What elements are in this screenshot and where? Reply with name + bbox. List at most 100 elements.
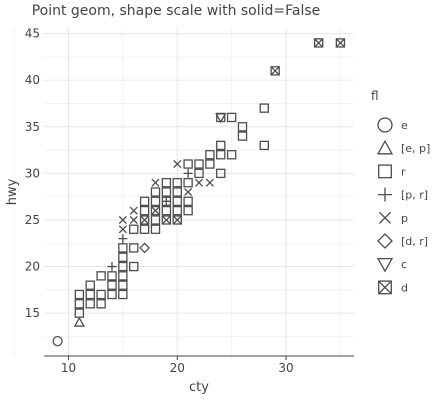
x-tick-label: 30 <box>278 361 293 375</box>
legend-label: [p, r] <box>401 189 428 202</box>
point-square-cross <box>270 66 280 76</box>
point-square <box>139 224 150 234</box>
x-tick-label: 20 <box>170 361 185 375</box>
point-square <box>226 112 237 123</box>
legend-item: p <box>378 211 408 225</box>
axes: 10 20 30 15 20 25 30 35 40 45 <box>25 27 354 375</box>
point-cross <box>151 206 160 215</box>
legend-symbol-plus <box>378 187 392 202</box>
y-tick-label: 40 <box>25 73 40 87</box>
point-cross <box>118 225 127 234</box>
point-triangle-up <box>73 316 85 327</box>
point-square <box>118 252 128 262</box>
legend: fl e [e, p] r [p, r] p [d, r] cd <box>371 89 430 294</box>
point-cross <box>173 159 182 169</box>
point-plus <box>161 196 171 206</box>
point-cross <box>194 178 204 187</box>
x-axis-title: cty <box>189 380 209 395</box>
point-cross <box>140 215 149 225</box>
point-cross <box>129 206 138 215</box>
legend-label: p <box>401 212 408 225</box>
point-square <box>85 280 95 290</box>
legend-symbol-cross <box>378 211 392 224</box>
legend-item: e <box>377 117 408 133</box>
legend-label: e <box>401 119 408 132</box>
point-square <box>150 196 161 207</box>
point-square <box>118 261 128 272</box>
point-square <box>259 140 269 151</box>
point-square <box>139 196 150 207</box>
point-square <box>216 140 226 151</box>
legend-item: [d, r] <box>377 233 428 249</box>
y-tick-label: 30 <box>25 166 40 180</box>
point-square <box>129 224 139 234</box>
point-square <box>172 205 182 216</box>
point-cross <box>205 178 214 187</box>
point-square <box>129 261 139 272</box>
point-square <box>96 289 106 300</box>
point-square <box>183 205 193 216</box>
point-cross <box>162 215 171 225</box>
y-tick-label: 15 <box>25 306 40 320</box>
point-square <box>150 187 161 197</box>
point-square <box>205 159 215 169</box>
point-square <box>161 177 172 188</box>
point-square <box>85 289 95 300</box>
point-square <box>150 224 161 234</box>
point-square <box>118 289 128 300</box>
legend-symbol-triangle-down <box>376 257 394 273</box>
x-tick-label: 10 <box>61 361 76 375</box>
point-square <box>237 122 248 132</box>
legend-symbol-triangle-up <box>376 139 394 155</box>
grid-lines <box>13 28 354 356</box>
point-plus <box>183 168 193 178</box>
point-square <box>259 103 269 113</box>
point-cross <box>118 215 127 225</box>
point-plus <box>118 234 128 244</box>
data-points <box>52 38 346 347</box>
point-square <box>74 299 85 309</box>
point-cross <box>184 187 193 197</box>
point-square <box>226 150 237 160</box>
point-square <box>139 205 150 216</box>
point-square <box>194 168 204 179</box>
point-square <box>118 271 128 281</box>
legend-item: [e, p] <box>376 139 430 155</box>
point-square <box>216 168 226 179</box>
point-square <box>172 177 182 188</box>
point-cross <box>151 178 160 187</box>
point-square <box>150 205 161 216</box>
legend-title: fl <box>371 89 379 103</box>
legend-symbol-square <box>378 164 392 179</box>
point-diamond <box>139 242 151 254</box>
point-square <box>216 150 226 160</box>
point-square <box>183 177 193 188</box>
point-square <box>172 187 182 197</box>
point-square <box>161 215 172 225</box>
point-square <box>129 243 139 253</box>
point-triangle-down <box>215 113 227 124</box>
legend-label: d <box>401 281 408 294</box>
legend-label: c <box>401 258 407 271</box>
point-cross <box>129 215 138 225</box>
point-square <box>96 299 106 309</box>
legend-symbol-diamond <box>377 233 393 249</box>
point-square <box>161 205 172 216</box>
legend-item: d <box>378 280 408 295</box>
point-square <box>118 280 128 290</box>
point-plus <box>107 262 117 272</box>
point-square <box>172 215 182 225</box>
legend-item: [p, r] <box>378 187 428 202</box>
y-axis-title: hwy <box>5 178 20 205</box>
y-tick-label: 25 <box>25 213 40 227</box>
legend-symbol-circle <box>377 117 393 133</box>
legend-item: r <box>378 164 406 179</box>
point-cross <box>173 215 182 225</box>
point-square <box>183 196 193 207</box>
chart-title: Point geom, shape scale with solid=False <box>32 3 321 19</box>
point-square <box>74 308 85 318</box>
legend-symbol-square-cross <box>378 280 392 295</box>
point-square <box>161 187 172 197</box>
y-tick-label: 35 <box>25 120 40 134</box>
